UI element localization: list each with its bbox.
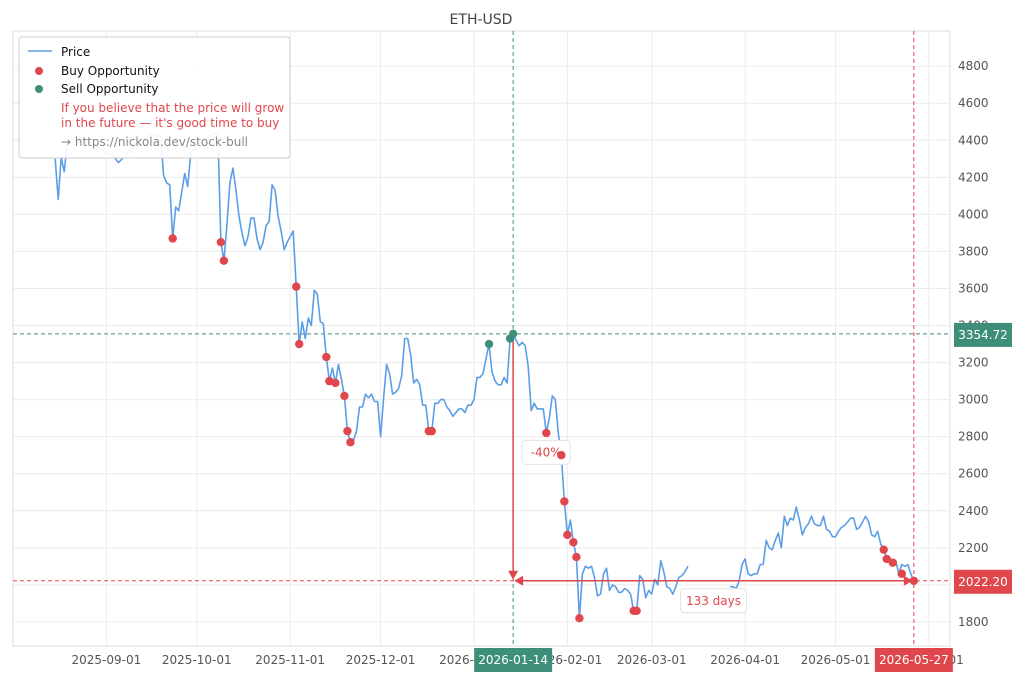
buy-point — [563, 530, 572, 540]
high-date-tag-box — [474, 648, 553, 672]
x-tick-label: 2025-10-01 — [162, 653, 232, 667]
buy-point — [331, 378, 340, 388]
buy-point — [542, 428, 551, 438]
y-tick-label: 1800 — [958, 615, 989, 629]
y-tick-label: 3600 — [958, 281, 989, 295]
buy-point — [343, 426, 352, 436]
buy-point — [557, 451, 566, 460]
price-series — [54, 132, 915, 619]
duration-arrow-head-left — [514, 575, 524, 586]
high-date-tag: 2026-01-14 — [478, 653, 548, 667]
buy-point — [575, 614, 584, 623]
y-tick-label: 4000 — [958, 207, 989, 221]
buy-point — [632, 606, 641, 616]
price-line — [54, 132, 915, 619]
legend-note-line2: in the future — it's good time to buy — [61, 116, 279, 130]
y-tick-label: 3800 — [958, 244, 989, 258]
buy-point — [569, 538, 578, 547]
legend-price-label: Price — [61, 45, 90, 59]
last-value-tag-box — [954, 569, 1012, 594]
arrows: -40% 133 days — [508, 333, 913, 614]
drop-arrow-head — [508, 570, 519, 580]
buy-point — [572, 552, 581, 562]
buy-points — [168, 234, 919, 623]
value-tags: 3354.72 2022.20 2026-01-14 2026-05-27 — [474, 322, 1012, 672]
legend-note-line1: If you believe that the price will grow — [61, 101, 284, 115]
y-tick-label: 4400 — [958, 133, 989, 147]
x-tick-label: 2026-03-01 — [617, 653, 687, 667]
legend: Price Buy Opportunity Sell Opportunity I… — [18, 36, 291, 159]
drop-label: -40% — [531, 445, 562, 459]
buy-point — [879, 545, 888, 554]
x-tick-label: 2026-04-01 — [710, 653, 780, 667]
sell-point — [484, 339, 494, 349]
buy-point — [322, 352, 331, 362]
x-tick-label: 2026-05-01 — [801, 653, 871, 667]
legend-sell-label: Sell Opportunity — [61, 82, 159, 96]
high-value-tag: 3354.72 — [958, 328, 1008, 342]
days-label: 133 days — [686, 594, 741, 608]
legend-buy-swatch — [35, 67, 43, 75]
high-value-tag-box — [954, 322, 1012, 347]
y-tick-label: 4800 — [958, 59, 989, 73]
legend-link[interactable]: → https://nickola.dev/stock-bull — [61, 135, 248, 149]
buy-point — [427, 426, 436, 436]
y-tick-label: 2600 — [958, 467, 989, 481]
days-label-box — [679, 588, 747, 614]
y-tick-label: 2200 — [958, 541, 989, 555]
buy-point — [888, 558, 897, 567]
y-tick-label: 3200 — [958, 356, 989, 370]
buy-point — [292, 282, 301, 291]
drop-label-box — [521, 439, 571, 465]
duration-arrow-head-right — [903, 575, 913, 586]
buy-point — [168, 234, 177, 243]
y-tick-label: 2800 — [958, 430, 989, 444]
last-date-tag-box — [874, 648, 953, 672]
y-tick-label: 4600 — [958, 96, 989, 110]
y-tick-label: 4200 — [958, 170, 989, 184]
y-tick-label: 3000 — [958, 393, 989, 407]
legend-sell-swatch — [35, 85, 43, 93]
buy-point — [882, 554, 891, 564]
last-value-tag: 2022.20 — [958, 575, 1008, 589]
buy-point — [295, 339, 304, 349]
buy-point — [340, 391, 349, 401]
chart-title: ETH-USD — [450, 12, 513, 28]
plot-frame — [12, 30, 951, 647]
last-date-tag: 2026-05-27 — [879, 653, 949, 667]
y-tick-label: 2400 — [958, 504, 989, 518]
buy-point — [560, 497, 569, 506]
sell-point — [508, 329, 518, 339]
buy-point — [909, 576, 919, 585]
buy-point — [346, 438, 355, 447]
buy-point — [219, 256, 229, 265]
buy-point — [216, 237, 226, 247]
x-tick-label: 2025-09-01 — [72, 653, 142, 667]
x-tick-label: 2025-12-01 — [346, 653, 416, 667]
buy-point — [897, 569, 906, 578]
x-tick-label: 2025-11-01 — [255, 653, 325, 667]
legend-buy-label: Buy Opportunity — [61, 64, 160, 78]
sell-points — [484, 329, 518, 349]
grid — [13, 31, 950, 646]
legend-box — [18, 36, 291, 159]
